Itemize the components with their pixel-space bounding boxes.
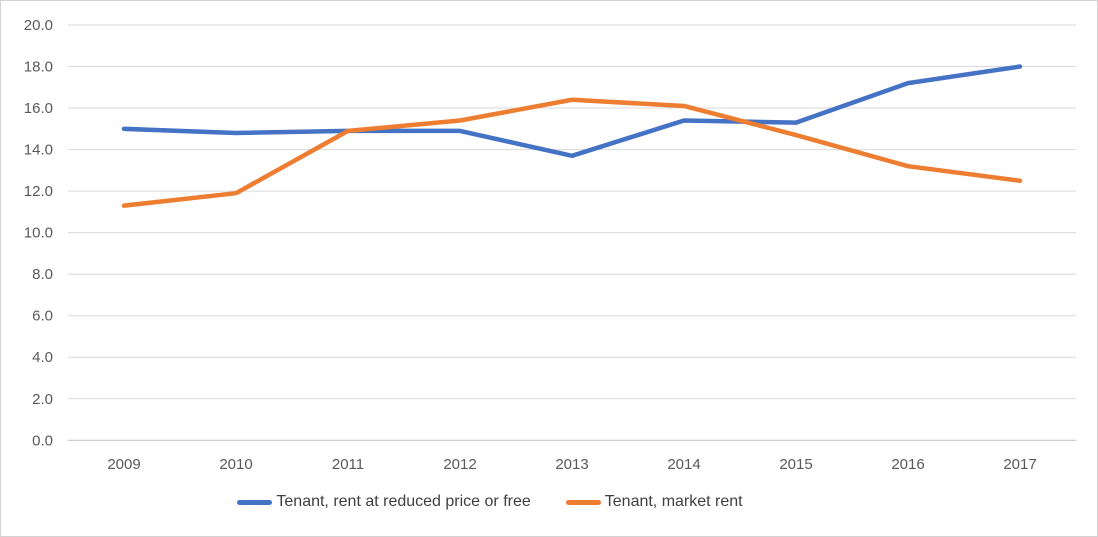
series-line-reduced-rent bbox=[121, 64, 1023, 159]
x-tick-label: 2016 bbox=[891, 456, 924, 473]
y-tick-label: 18.0 bbox=[24, 59, 53, 76]
y-tick-label: 6.0 bbox=[32, 308, 53, 325]
legend-item-reduced-rent: Tenant, rent at reduced price or free bbox=[237, 493, 531, 511]
y-tick-label: 16.0 bbox=[24, 100, 53, 117]
legend-line-swatch-orange bbox=[565, 499, 601, 505]
x-tick-label: 2017 bbox=[1003, 456, 1036, 473]
series-line-market-rent bbox=[121, 97, 1023, 208]
x-tick-label: 2011 bbox=[332, 456, 364, 473]
x-tick-label: 2012 bbox=[443, 456, 476, 473]
x-tick-label: 2013 bbox=[555, 456, 588, 473]
legend-label-market-rent: Tenant, market rent bbox=[604, 493, 743, 510]
legend: Tenant, rent at reduced price or free Te… bbox=[1, 493, 1038, 511]
x-tick-label: 2015 bbox=[779, 456, 812, 473]
x-tick-label: 2010 bbox=[219, 456, 252, 473]
y-tick-label: 20.0 bbox=[24, 17, 53, 34]
y-tick-label: 0.0 bbox=[32, 432, 53, 449]
line-chart: 0.0 2.0 4.0 6.0 8.0 10.0 12.0 14.0 16.0 18.0 20.0 2… bbox=[24, 17, 1076, 473]
x-tick-label: 2009 bbox=[107, 456, 140, 473]
y-tick-label: 10.0 bbox=[24, 225, 53, 242]
y-tick-label: 2.0 bbox=[32, 391, 53, 408]
legend-label-reduced-rent: Tenant, rent at reduced price or free bbox=[276, 493, 531, 510]
y-tick-label: 14.0 bbox=[24, 142, 53, 159]
x-tick-label: 2014 bbox=[667, 456, 700, 473]
y-tick-label: 8.0 bbox=[32, 266, 53, 283]
y-tick-label: 4.0 bbox=[32, 349, 53, 366]
y-tick-label: 12.0 bbox=[24, 183, 53, 200]
legend-line-swatch-blue bbox=[237, 499, 273, 505]
legend-item-market-rent: Tenant, market rent bbox=[565, 493, 743, 511]
